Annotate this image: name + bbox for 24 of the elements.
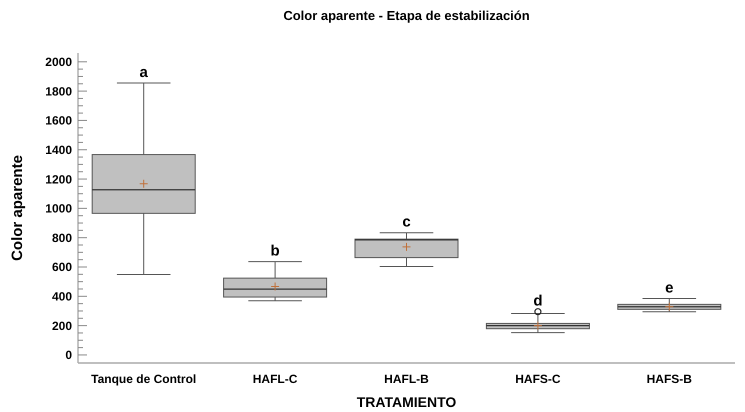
y-tick-label: 2000	[45, 54, 72, 69]
y-tick-label: 1200	[45, 172, 72, 186]
y-tick-label: 1800	[45, 84, 72, 98]
y-tick-label: 400	[52, 290, 72, 304]
annotation: e	[665, 280, 674, 297]
x-tick-label: HAFL-C	[252, 372, 298, 386]
chart-title: Color aparente - Etapa de estabilización	[283, 8, 530, 23]
x-tick-label: HAFS-B	[646, 372, 692, 386]
x-tick-label: HAFS-C	[515, 372, 561, 386]
annotation: c	[402, 214, 411, 231]
x-tick-label: HAFL-B	[384, 372, 430, 386]
y-tick-label: 1000	[45, 202, 72, 216]
y-tick-label: 600	[52, 260, 72, 274]
x-tick-label: Tanque de Control	[91, 372, 196, 386]
annotation: a	[140, 64, 149, 82]
y-axis-title: Color aparente	[9, 155, 26, 261]
y-tick-label: 800	[52, 230, 72, 245]
y-tick-label: 0	[65, 348, 72, 362]
annotation: b	[270, 242, 280, 260]
y-tick-label: 1400	[45, 142, 72, 157]
annotation: d	[533, 292, 542, 310]
y-tick-label: 200	[52, 318, 72, 333]
y-tick-label: 1600	[45, 114, 72, 128]
x-axis-title: TRATAMIENTO	[356, 394, 456, 410]
